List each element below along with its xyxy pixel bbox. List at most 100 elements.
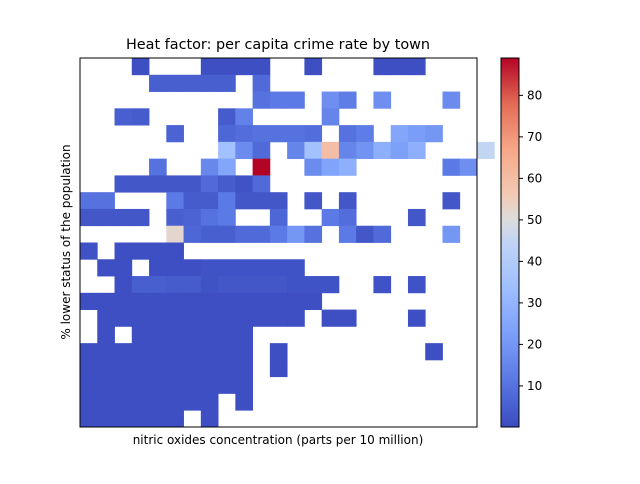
heatmap-cell xyxy=(252,259,271,277)
heatmap-cell xyxy=(218,225,236,243)
heatmap-cell xyxy=(442,225,461,243)
heatmap-cell xyxy=(442,192,461,210)
heatmap-cell xyxy=(235,343,254,361)
colorbar-tick-label: 30 xyxy=(527,296,542,310)
heatmap-cell xyxy=(200,326,219,344)
heatmap-cell xyxy=(218,58,236,76)
heatmap-cell xyxy=(183,309,202,327)
colorbar-tick-label: 80 xyxy=(527,88,542,102)
heatmap-cell xyxy=(252,192,271,210)
heatmap-cell xyxy=(269,359,288,378)
heatmap-cell xyxy=(166,208,184,227)
heatmap-cell xyxy=(80,242,98,260)
heatmap-cell xyxy=(114,292,133,310)
heatmap-cell xyxy=(338,158,357,176)
heatmap-cell xyxy=(304,125,323,143)
heatmap-cell xyxy=(183,225,202,243)
plot-frame xyxy=(79,57,478,428)
heatmap-cell xyxy=(131,326,150,344)
heatmap-cell xyxy=(200,158,219,176)
heatmap-cell xyxy=(97,259,115,277)
heatmap-cell xyxy=(218,309,236,327)
heatmap-cell xyxy=(200,74,219,92)
heatmap-cell xyxy=(235,309,254,327)
heatmap-cell xyxy=(149,393,167,411)
heatmap-cell xyxy=(407,58,426,76)
heatmap-cell xyxy=(114,276,133,294)
heatmap-cell xyxy=(287,91,305,109)
heatmap-cell xyxy=(235,276,254,294)
heatmap-cell xyxy=(166,292,184,310)
colorbar-tick-label: 10 xyxy=(527,379,542,393)
heatmap-cell xyxy=(218,108,236,126)
heatmap-cell xyxy=(338,192,357,210)
heatmap-cell xyxy=(252,225,271,243)
heatmap-cell xyxy=(407,276,426,294)
heatmap-cell xyxy=(183,326,202,344)
heatmap-cell xyxy=(356,141,374,160)
heatmap-cell xyxy=(166,125,184,143)
heatmap-cell xyxy=(131,343,150,361)
heatmap-cell xyxy=(235,192,254,210)
heatmap-cell xyxy=(200,309,219,327)
heatmap-cell xyxy=(200,276,219,294)
heatmap-cell xyxy=(166,376,184,394)
heatmap-cell xyxy=(200,393,219,411)
heatmap-cell xyxy=(338,91,357,109)
heatmap-cell xyxy=(114,309,133,327)
heatmap-cell xyxy=(407,309,426,327)
heatmap-cell xyxy=(390,58,409,76)
heatmap-cell xyxy=(338,125,357,143)
heatmap-cell xyxy=(131,58,150,76)
heatmap-cell xyxy=(131,376,150,394)
heatmap-cell xyxy=(131,175,150,193)
y-axis-label: % lower status of the population xyxy=(59,144,73,339)
heatmap-cell xyxy=(131,393,150,411)
heatmap-cell xyxy=(166,393,184,411)
heatmap-cell xyxy=(218,74,236,92)
heatmap-cell xyxy=(200,376,219,394)
heatmap-cell xyxy=(149,326,167,344)
heatmap-cell xyxy=(149,276,167,294)
heatmap-cell xyxy=(114,259,133,277)
heatmap-cell xyxy=(97,292,115,310)
heatmap-cell xyxy=(269,192,288,210)
heatmap-cell xyxy=(373,58,392,76)
heatmap-cell xyxy=(304,225,323,243)
heatmap-cell xyxy=(183,208,202,227)
heatmap-cell xyxy=(183,376,202,394)
heatmap-cell xyxy=(373,225,392,243)
heatmap-cell xyxy=(183,192,202,210)
heatmap-cell xyxy=(338,141,357,160)
heatmap-cell xyxy=(373,141,392,160)
heatmap-cell xyxy=(166,410,184,428)
heatmap-cell xyxy=(287,309,305,327)
heatmap-cell xyxy=(149,292,167,310)
heatmap-cell xyxy=(235,175,254,193)
heatmap-cell xyxy=(321,141,340,160)
heatmap-cell xyxy=(80,410,98,428)
heatmap-cell xyxy=(131,359,150,378)
heatmap-cell xyxy=(149,242,167,260)
heatmap-cell xyxy=(114,242,133,260)
heatmap-cell xyxy=(200,192,219,210)
heatmap-cell xyxy=(218,276,236,294)
heatmap-cell xyxy=(200,58,219,76)
heatmap-cell xyxy=(218,343,236,361)
heatmap-cell xyxy=(114,376,133,394)
heatmap-cell xyxy=(269,309,288,327)
heatmap-cell xyxy=(252,91,271,109)
heatmap-cell xyxy=(131,108,150,126)
heatmap-cell xyxy=(131,309,150,327)
heatmap-cell xyxy=(269,259,288,277)
heatmap-cell xyxy=(235,376,254,394)
heatmap-cell xyxy=(80,393,98,411)
heatmap-cell xyxy=(252,158,271,176)
heatmap-cell xyxy=(97,208,115,227)
heatmap-cell xyxy=(218,259,236,277)
heatmap-cell xyxy=(166,242,184,260)
heatmap-cell xyxy=(218,141,236,160)
heatmap-cell xyxy=(235,125,254,143)
